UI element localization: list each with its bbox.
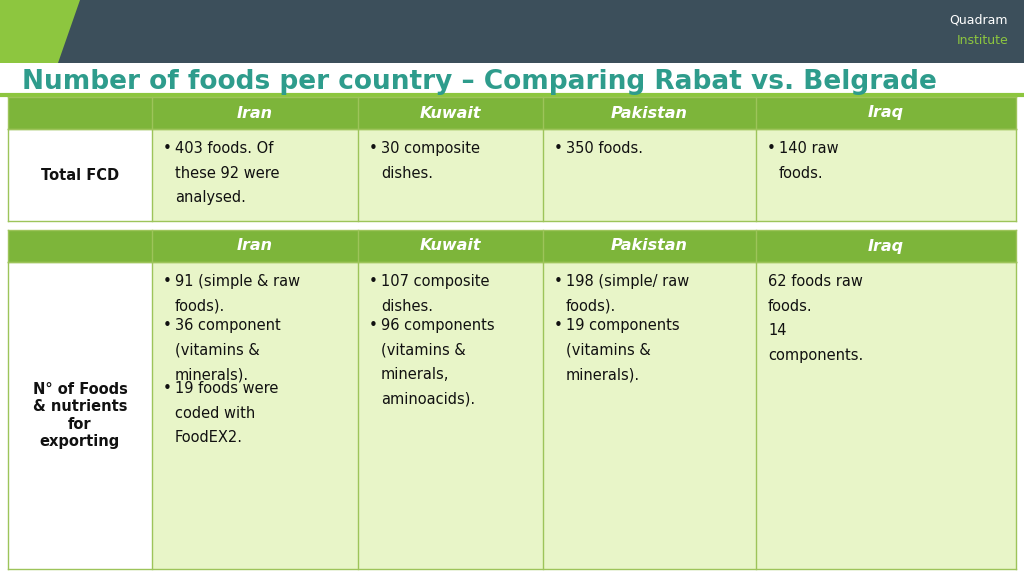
FancyBboxPatch shape (543, 262, 756, 569)
Text: Institute: Institute (956, 33, 1008, 47)
Text: 19 foods were
coded with
FoodEX2.: 19 foods were coded with FoodEX2. (175, 381, 279, 445)
Text: 30 composite
dishes.: 30 composite dishes. (381, 141, 480, 181)
Text: 62 foods raw
foods.
14
components.: 62 foods raw foods. 14 components. (768, 274, 863, 363)
Text: •: • (554, 141, 562, 156)
FancyBboxPatch shape (8, 97, 152, 129)
Text: Pakistan: Pakistan (611, 238, 688, 253)
Text: 140 raw
foods.: 140 raw foods. (779, 141, 839, 181)
FancyBboxPatch shape (543, 230, 756, 262)
Text: Total FCD: Total FCD (41, 168, 119, 183)
FancyBboxPatch shape (152, 262, 358, 569)
Text: Iran: Iran (237, 238, 273, 253)
Text: 403 foods. Of
these 92 were
analysed.: 403 foods. Of these 92 were analysed. (175, 141, 280, 205)
FancyBboxPatch shape (0, 0, 1024, 63)
Text: •: • (163, 381, 171, 396)
FancyBboxPatch shape (756, 129, 1016, 221)
FancyBboxPatch shape (8, 262, 152, 569)
Text: •: • (369, 274, 378, 289)
Text: 96 components
(vitamins &
minerals,
aminoacids).: 96 components (vitamins & minerals, amin… (381, 318, 495, 407)
Text: Number of foods per country – Comparing Rabat vs. Belgrade: Number of foods per country – Comparing … (22, 69, 937, 95)
FancyBboxPatch shape (756, 97, 1016, 129)
FancyBboxPatch shape (358, 230, 543, 262)
Text: •: • (163, 274, 171, 289)
FancyBboxPatch shape (756, 230, 1016, 262)
Text: 198 (simple/ raw
foods).: 198 (simple/ raw foods). (566, 274, 689, 313)
Text: 107 composite
dishes.: 107 composite dishes. (381, 274, 489, 313)
FancyBboxPatch shape (358, 129, 543, 221)
Text: Kuwait: Kuwait (420, 105, 481, 120)
Text: 19 components
(vitamins &
minerals).: 19 components (vitamins & minerals). (566, 318, 680, 382)
Text: •: • (554, 318, 562, 333)
Text: •: • (163, 141, 171, 156)
Text: •: • (369, 318, 378, 333)
Text: 350 foods.: 350 foods. (566, 141, 643, 156)
Text: Pakistan: Pakistan (611, 105, 688, 120)
FancyBboxPatch shape (152, 97, 358, 129)
Text: 91 (simple & raw
foods).: 91 (simple & raw foods). (175, 274, 300, 313)
Text: 36 component
(vitamins &
minerals).: 36 component (vitamins & minerals). (175, 318, 281, 382)
Text: •: • (163, 318, 171, 333)
Polygon shape (0, 0, 80, 63)
Text: •: • (369, 141, 378, 156)
Text: Iraq: Iraq (868, 105, 904, 120)
Text: Quadram: Quadram (949, 13, 1008, 26)
FancyBboxPatch shape (152, 230, 358, 262)
Text: Iraq: Iraq (868, 238, 904, 253)
Text: •: • (554, 274, 562, 289)
Text: •: • (767, 141, 775, 156)
FancyBboxPatch shape (8, 129, 152, 221)
Text: N° of Foods
& nutrients
for
exporting: N° of Foods & nutrients for exporting (33, 382, 127, 449)
FancyBboxPatch shape (8, 230, 152, 262)
Text: Iran: Iran (237, 105, 273, 120)
FancyBboxPatch shape (358, 97, 543, 129)
FancyBboxPatch shape (543, 129, 756, 221)
FancyBboxPatch shape (358, 262, 543, 569)
FancyBboxPatch shape (543, 97, 756, 129)
FancyBboxPatch shape (756, 262, 1016, 569)
FancyBboxPatch shape (152, 129, 358, 221)
Text: Kuwait: Kuwait (420, 238, 481, 253)
